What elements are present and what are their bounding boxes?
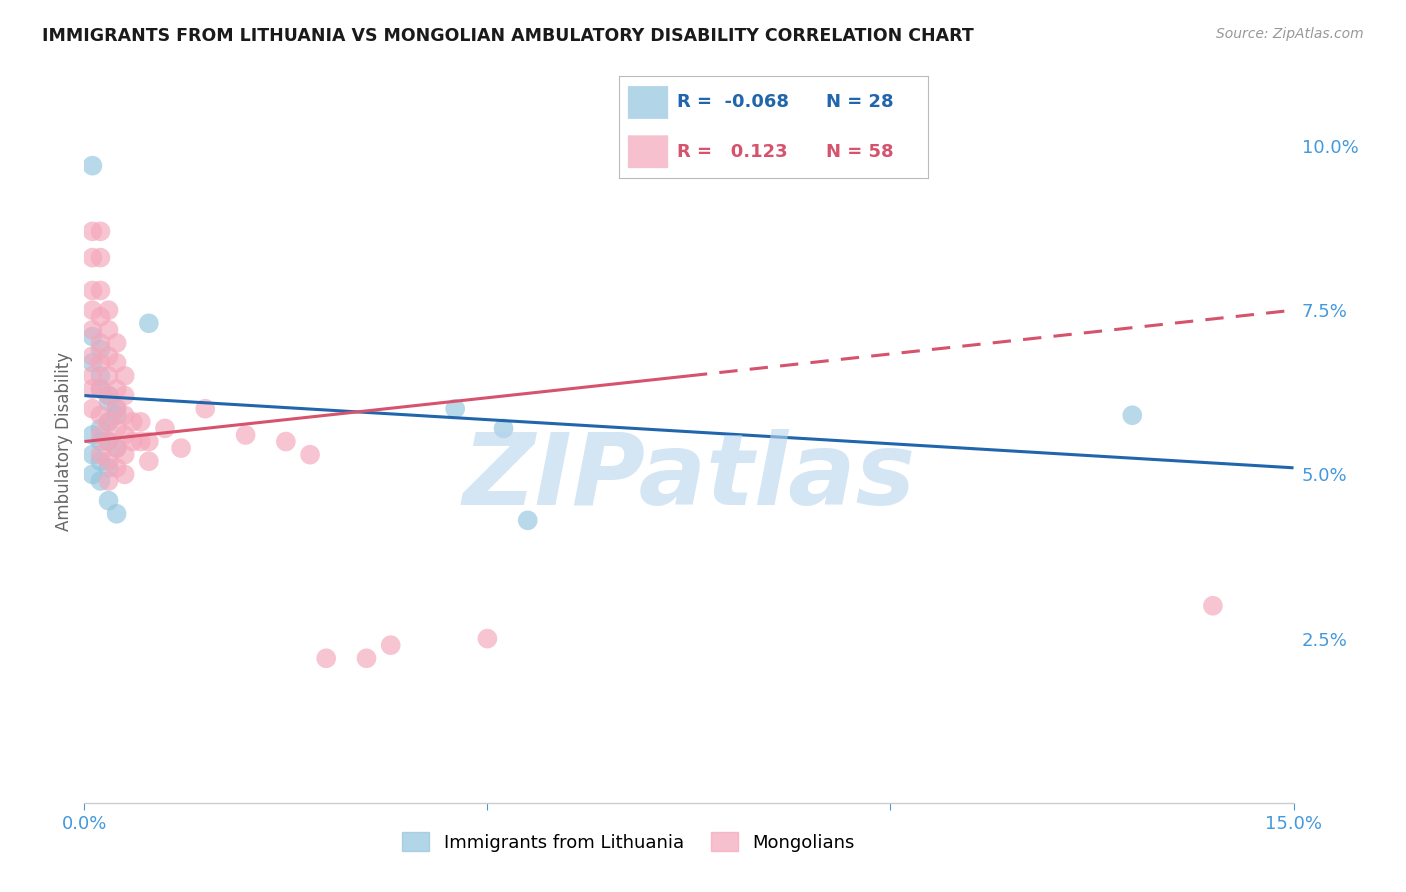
Point (97, 388, 120, 402)
Point (89, 382, 111, 396)
Point (114, 467, 136, 482)
Point (97, 434, 120, 449)
Point (97, 474, 120, 488)
Point (82, 356, 104, 370)
Point (97, 388, 120, 402)
Point (82, 251, 104, 265)
Point (105, 401, 128, 416)
Point (82, 159, 104, 173)
Point (82, 349, 104, 363)
Point (89, 421, 111, 435)
Point (138, 454, 160, 468)
Point (121, 434, 143, 449)
Point (114, 409, 136, 423)
Text: N = 58: N = 58 (825, 143, 893, 161)
Point (1121, 409, 1143, 423)
Point (105, 401, 128, 416)
Point (105, 441, 128, 455)
Point (82, 368, 104, 383)
Point (477, 632, 499, 646)
Point (138, 316, 160, 330)
Point (299, 448, 322, 462)
Point (105, 356, 128, 370)
Point (89, 428, 111, 442)
Text: N = 28: N = 28 (825, 94, 893, 112)
Point (82, 284, 104, 298)
Point (114, 368, 136, 383)
Point (82, 224, 104, 238)
Point (89, 454, 111, 468)
Point (235, 428, 257, 442)
Point (97, 323, 120, 337)
Point (194, 401, 217, 416)
Point (97, 368, 120, 383)
FancyBboxPatch shape (628, 136, 668, 168)
Point (82, 401, 104, 416)
Point (153, 421, 176, 435)
Point (114, 388, 136, 402)
Point (89, 434, 111, 449)
Point (89, 251, 111, 265)
Point (82, 329, 104, 343)
Point (97, 415, 120, 429)
Point (82, 303, 104, 318)
Point (356, 651, 378, 665)
FancyBboxPatch shape (628, 87, 668, 119)
Point (82, 428, 104, 442)
Point (274, 434, 297, 449)
Point (89, 409, 111, 423)
Point (89, 368, 111, 383)
Legend: Immigrants from Lithuania, Mongolians: Immigrants from Lithuania, Mongolians (395, 825, 862, 859)
Text: Source: ZipAtlas.com: Source: ZipAtlas.com (1216, 27, 1364, 41)
Point (97, 395, 120, 409)
Point (89, 343, 111, 357)
Point (105, 336, 128, 351)
Text: ZIPatlas: ZIPatlas (463, 429, 915, 526)
Point (82, 323, 104, 337)
Point (82, 467, 104, 482)
Point (89, 224, 111, 238)
Point (97, 460, 120, 475)
Point (105, 409, 128, 423)
Point (315, 651, 337, 665)
Point (105, 441, 128, 455)
Point (121, 415, 143, 429)
Point (97, 493, 120, 508)
Point (170, 441, 193, 455)
Point (89, 310, 111, 324)
Point (97, 415, 120, 429)
Point (129, 415, 152, 429)
Text: R =   0.123: R = 0.123 (678, 143, 787, 161)
Text: R =  -0.068: R = -0.068 (678, 94, 789, 112)
Point (97, 434, 120, 449)
Point (89, 284, 111, 298)
Point (380, 638, 402, 652)
Point (138, 434, 160, 449)
Point (105, 382, 128, 396)
Point (82, 448, 104, 462)
Point (89, 336, 111, 351)
Point (89, 356, 111, 370)
Point (105, 421, 128, 435)
Point (89, 382, 111, 396)
Point (97, 349, 120, 363)
Point (82, 382, 104, 396)
Point (492, 421, 515, 435)
Point (105, 460, 128, 475)
Point (129, 434, 152, 449)
Point (97, 303, 120, 318)
Point (105, 507, 128, 521)
Point (516, 513, 538, 527)
Point (114, 428, 136, 442)
Point (114, 448, 136, 462)
Point (97, 454, 120, 468)
Point (89, 474, 111, 488)
Y-axis label: Ambulatory Disability: Ambulatory Disability (55, 352, 73, 531)
Point (444, 401, 467, 416)
Point (89, 448, 111, 462)
Text: IMMIGRANTS FROM LITHUANIA VS MONGOLIAN AMBULATORY DISABILITY CORRELATION CHART: IMMIGRANTS FROM LITHUANIA VS MONGOLIAN A… (42, 27, 974, 45)
Point (1202, 599, 1225, 613)
